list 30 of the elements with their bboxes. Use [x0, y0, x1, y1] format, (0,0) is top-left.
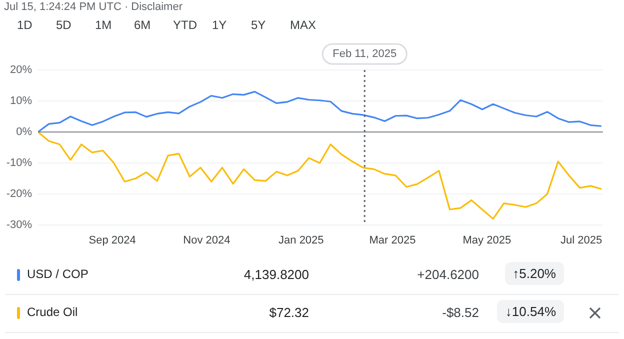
text: 1M: [95, 18, 113, 32]
text: +204.6200: [417, 267, 479, 282]
y-tick-label: 20%: [10, 64, 32, 76]
x-tick-label: Nov 2024: [183, 234, 230, 247]
legend-label: Crude Oil: [27, 305, 78, 319]
text: ↓10.54%: [497, 300, 564, 323]
x-tick-label: Sep 2024: [88, 234, 136, 247]
text: 1D: [17, 18, 34, 32]
y-tick-label: -10%: [6, 157, 32, 170]
text: Jul 15, 1:24:24 PM UTC · Disclaimer: [4, 1, 182, 13]
y-tick-label: -30%: [6, 219, 32, 232]
text: 4,139.8200: [244, 267, 309, 282]
ref-line-label: Feb 11, 2025: [332, 48, 397, 60]
text: $72.32: [269, 305, 309, 320]
text: MAX: [290, 18, 318, 32]
x-tick-label: May 2025: [462, 234, 512, 247]
y-tick-label: -20%: [6, 188, 32, 200]
x-tick-label: Jan 2025: [278, 234, 324, 247]
text: -$8.52: [442, 305, 479, 320]
y-tick-label: 0%: [16, 126, 32, 138]
text: YTD: [173, 18, 198, 32]
text: 5D: [56, 18, 72, 32]
x-tick-label: Mar 2025: [369, 234, 416, 247]
text: 5Y: [251, 18, 267, 32]
text: 1Y: [212, 18, 228, 32]
text: 6M: [134, 18, 152, 32]
y-tick-label: 10%: [10, 95, 32, 108]
text: ↑5.20%: [504, 262, 564, 285]
legend-label: USD / COP: [27, 267, 88, 281]
x-tick-label: Jul 2025: [560, 234, 602, 247]
